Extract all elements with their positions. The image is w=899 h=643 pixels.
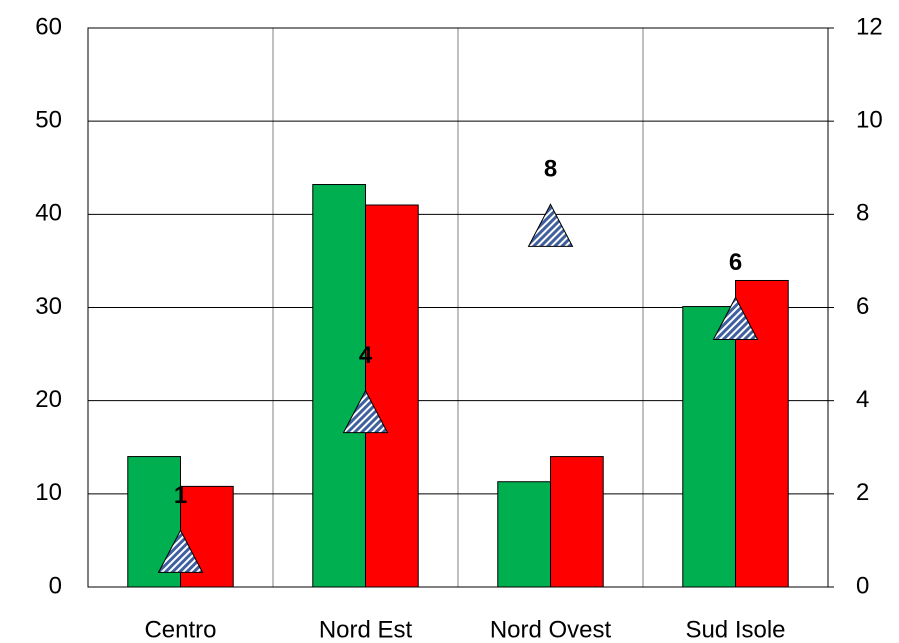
y-tick-label: 50: [35, 107, 62, 134]
bar: [682, 306, 737, 588]
y-tick-label: 20: [35, 386, 62, 413]
x-tick-label: Sud Isole: [685, 616, 785, 643]
bar: [497, 481, 551, 588]
y2-tick-label: 10: [856, 107, 883, 134]
data-label: 4: [359, 342, 373, 369]
y-tick-label: 30: [35, 293, 62, 320]
y2-tick-label: 12: [856, 13, 883, 40]
data-label: 1: [174, 482, 187, 509]
y2-tick-label: 0: [856, 572, 869, 599]
plot-border: [87, 27, 829, 588]
y-tick-label: 10: [35, 479, 62, 506]
y-tick-label: 40: [35, 200, 62, 227]
triangle-marker: [527, 203, 574, 247]
bar: [365, 204, 419, 588]
bar: [550, 456, 604, 588]
x-tick-label: Centro: [144, 616, 216, 643]
y-tick-label: 60: [35, 13, 62, 40]
y2-tick-label: 4: [856, 386, 869, 413]
bar: [312, 184, 366, 588]
triangle-marker: [712, 296, 759, 340]
x-tick-label: Nord Est: [319, 616, 413, 643]
x-tick-label: Nord Ovest: [490, 616, 612, 643]
y2-tick-label: 2: [856, 479, 869, 506]
y2-tick-label: 8: [856, 200, 869, 227]
triangle-marker: [342, 389, 389, 434]
y2-tick-label: 6: [856, 293, 869, 320]
data-label: 8: [544, 156, 557, 183]
triangle-marker: [157, 529, 204, 573]
y-tick-label: 0: [49, 572, 62, 599]
data-label: 6: [729, 249, 742, 276]
